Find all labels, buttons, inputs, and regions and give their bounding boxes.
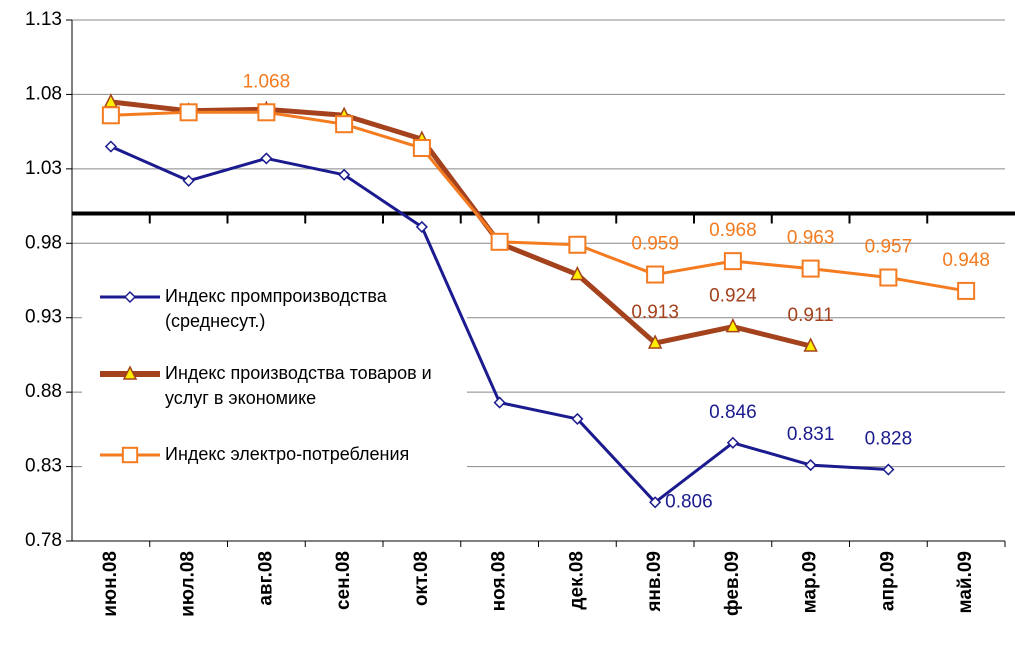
marker — [571, 412, 584, 425]
data-label: 0.948 — [942, 250, 990, 271]
x-tick-label: июн.08 — [100, 551, 121, 617]
marker — [260, 152, 273, 165]
legend-label: Индекс промпроизводства (среднесут.) — [165, 286, 387, 331]
data-label: 0.959 — [631, 234, 679, 255]
marker — [121, 446, 139, 464]
marker — [723, 252, 742, 271]
marker — [882, 463, 895, 476]
marker — [179, 103, 198, 122]
marker — [335, 115, 354, 134]
marker — [647, 334, 663, 349]
y-tick-label: 0.78 — [25, 530, 62, 551]
x-tick-label: мар.09 — [800, 551, 821, 613]
marker — [646, 265, 665, 284]
y-tick-label: 0.88 — [25, 381, 62, 402]
marker — [101, 106, 120, 125]
marker — [338, 168, 351, 181]
marker — [493, 396, 506, 409]
marker — [803, 337, 818, 352]
data-label: 0.828 — [865, 429, 913, 450]
marker — [649, 496, 662, 509]
marker — [412, 139, 431, 158]
marker — [415, 220, 428, 233]
data-label: 0.831 — [787, 424, 835, 445]
y-tick-label: 0.83 — [25, 456, 62, 477]
marker — [104, 140, 117, 153]
data-label: 1.068 — [243, 71, 291, 92]
marker — [257, 103, 276, 122]
data-label: 0.957 — [865, 237, 913, 258]
data-label: 0.968 — [709, 220, 757, 241]
data-label: 0.913 — [631, 302, 679, 323]
marker — [801, 259, 820, 278]
y-tick-label: 1.03 — [25, 158, 62, 179]
series-line — [110, 99, 812, 349]
x-tick-label: июл.08 — [178, 551, 199, 617]
x-tick-label: ноя.08 — [489, 551, 510, 611]
y-tick-label: 1.13 — [25, 9, 62, 30]
x-tick-label: сен.08 — [333, 551, 354, 610]
marker — [725, 317, 741, 333]
marker — [804, 459, 817, 472]
x-tick-label: авг.08 — [255, 551, 276, 606]
x-tick-label: окт.08 — [411, 551, 432, 606]
x-tick-label: дек.08 — [566, 551, 587, 610]
y-tick-label: 0.98 — [25, 232, 62, 253]
legend-label: Индекс электро-потребления — [165, 444, 410, 464]
data-label: 0.846 — [709, 402, 757, 423]
marker — [957, 281, 976, 300]
x-tick-label: апр.09 — [877, 551, 898, 611]
marker — [490, 232, 509, 251]
data-label: 0.911 — [788, 305, 834, 326]
data-label: 0.806 — [665, 491, 713, 512]
x-tick-label: фев.09 — [722, 551, 743, 616]
data-label: 0.924 — [709, 286, 757, 307]
marker — [182, 174, 195, 187]
legend-label: Индекс производства товаров и услуг в эк… — [165, 363, 432, 408]
y-tick-label: 1.08 — [25, 83, 62, 104]
marker — [123, 290, 137, 304]
marker — [568, 235, 587, 254]
x-tick-label: янв.09 — [644, 551, 665, 613]
series-line — [110, 110, 967, 293]
data-label: 0.963 — [787, 228, 835, 249]
marker — [122, 365, 138, 380]
legend-box — [82, 272, 467, 512]
x-tick-label: май.09 — [955, 551, 976, 613]
marker — [879, 268, 898, 287]
marker — [570, 265, 585, 281]
y-tick-label: 0.93 — [25, 307, 62, 328]
marker — [726, 436, 739, 449]
